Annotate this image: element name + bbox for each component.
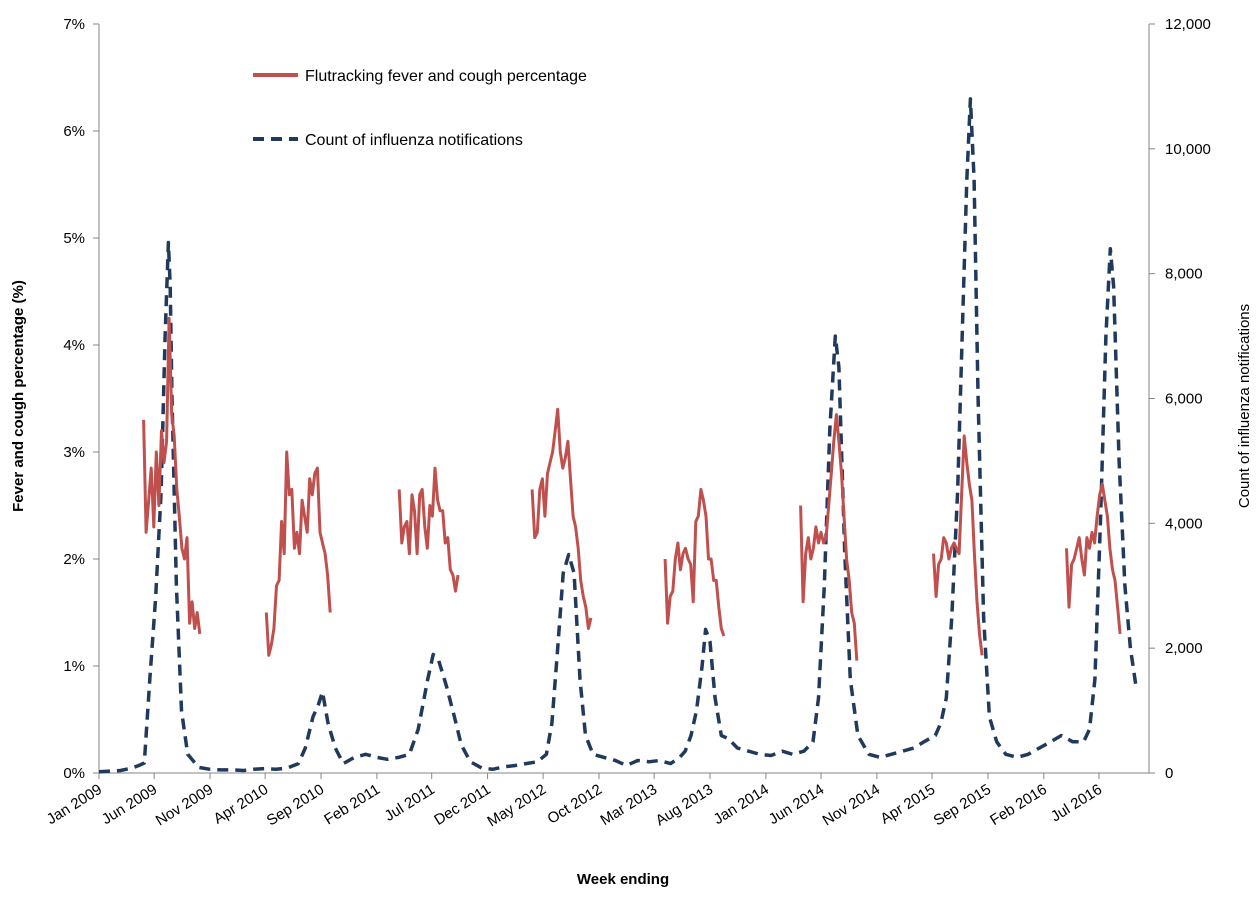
x-axis-title: Week ending — [577, 871, 669, 888]
x-tick-label: Apr 2015 — [878, 781, 939, 828]
series-line-fever-cough-season-2 — [266, 452, 330, 655]
y-axis-left-title: Fever and cough percentage (%) — [10, 280, 27, 512]
series-line-fever-cough-season-7 — [934, 436, 983, 655]
x-tick-label: Jul 2016 — [1048, 781, 1105, 825]
y-left-tick-label: 2% — [63, 551, 85, 568]
y-left-tick-label: 1% — [63, 658, 85, 675]
x-tick-label: Jun 2009 — [99, 781, 160, 828]
x-tick-label: Oct 2012 — [544, 781, 605, 828]
x-tick-label: Dec 2011 — [431, 781, 494, 829]
series-line-fever-cough-season-3 — [399, 468, 458, 591]
x-tick-label: Sep 2015 — [931, 781, 994, 829]
x-tick-label: Nov 2009 — [153, 781, 216, 829]
y-right-tick-label: 0 — [1165, 765, 1173, 782]
x-tick-label: Jan 2014 — [711, 781, 772, 828]
series-line-fever-cough-season-8 — [1067, 484, 1121, 634]
legend-label-fever-cough: Flutracking fever and cough percentage — [305, 68, 587, 85]
y-right-tick-label: 10,000 — [1165, 141, 1211, 158]
y-left-tick-label: 7% — [63, 16, 85, 33]
y-right-tick-label: 4,000 — [1165, 515, 1203, 532]
series-line-influenza-notifications — [99, 99, 1136, 772]
legend: Flutracking fever and cough percentage C… — [253, 68, 587, 149]
series-layer — [99, 99, 1136, 772]
y-axis-right-title: Count of influenza notifications — [1236, 304, 1253, 508]
x-tick-label: Nov 2014 — [820, 781, 883, 829]
x-tick-label: Jan 2009 — [44, 781, 105, 828]
x-tick-label: May 2012 — [484, 781, 549, 830]
y-left-tick-label: 5% — [63, 230, 85, 247]
x-tick-label: Jun 2014 — [766, 781, 827, 828]
x-tick-label: Mar 2013 — [597, 781, 660, 829]
y-left-tick-label: 0% — [63, 765, 85, 782]
series-line-fever-cough-season-1 — [144, 318, 200, 634]
y-right-tick-label: 6,000 — [1165, 391, 1203, 408]
y-left-tick-label: 4% — [63, 337, 85, 354]
y-left-tick-label: 3% — [63, 444, 85, 461]
x-tick-label: Sep 2010 — [264, 781, 327, 829]
x-tick-label: Aug 2013 — [653, 781, 716, 829]
y-right-tick-label: 8,000 — [1165, 266, 1203, 283]
y-right-tick-label: 12,000 — [1165, 16, 1211, 33]
x-tick-label: Apr 2010 — [211, 781, 272, 828]
x-tick-label: Feb 2016 — [987, 781, 1050, 829]
x-tick-label: Feb 2011 — [321, 781, 383, 828]
series-line-fever-cough-season-5 — [665, 489, 724, 636]
legend-label-notifications: Count of influenza notifications — [305, 132, 523, 149]
axes-layer: 0% 1% 2% 3% 4% 5% 6% 7% 0 2,000 4,000 6,000 8,000 10,… — [44, 16, 1211, 830]
y-right-tick-label: 2,000 — [1165, 640, 1203, 657]
y-left-tick-label: 6% — [63, 123, 85, 140]
x-tick-label: Jul 2011 — [382, 781, 438, 825]
